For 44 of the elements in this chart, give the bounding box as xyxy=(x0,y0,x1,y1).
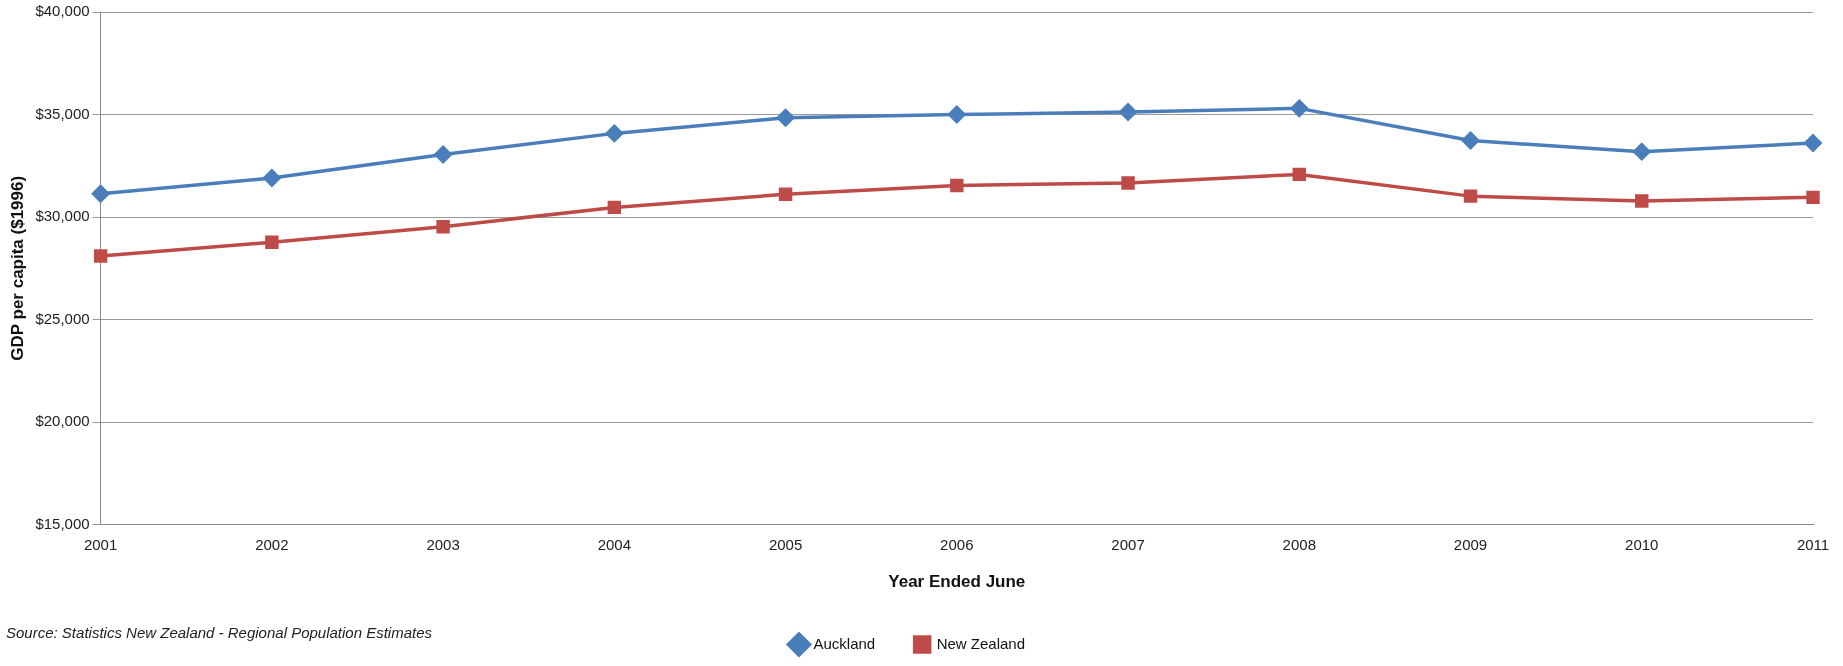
point xyxy=(948,105,966,124)
point xyxy=(950,178,964,193)
point xyxy=(1633,142,1651,161)
x-tick-label: 2001 xyxy=(83,535,118,553)
x-tick-label: 2008 xyxy=(1282,535,1316,553)
y-tick-label: $40,000 xyxy=(35,2,90,20)
legend-label: New Zealand xyxy=(936,634,1026,652)
point xyxy=(1804,134,1822,152)
point xyxy=(91,184,110,203)
x-tick-label: 2010 xyxy=(1625,535,1659,553)
point xyxy=(1463,189,1478,203)
x-tick-label: 2007 xyxy=(1111,535,1145,553)
point xyxy=(778,187,793,201)
point xyxy=(434,145,452,164)
source-note: Source: Statistics New Zealand - Regional Population Estimates xyxy=(6,624,434,641)
y-tick-label: $30,000 xyxy=(35,207,90,225)
point xyxy=(1461,131,1480,150)
y-tick-label: $35,000 xyxy=(35,104,90,122)
x-tick-label: 2006 xyxy=(940,535,974,553)
point xyxy=(263,169,281,187)
point xyxy=(1119,103,1137,121)
point xyxy=(1121,176,1135,190)
legend-label: Auckland xyxy=(813,634,876,652)
point xyxy=(1635,194,1649,208)
y-axis-title: GDP per capita ($1996) xyxy=(7,175,27,361)
point xyxy=(605,124,624,143)
point xyxy=(1292,167,1306,182)
y-tick-label: $20,000 xyxy=(35,412,90,430)
x-tick-label: 2004 xyxy=(597,535,632,553)
x-tick-label: 2002 xyxy=(255,535,289,553)
point xyxy=(265,235,279,249)
y-tick-label: $25,000 xyxy=(35,309,90,327)
point xyxy=(1290,99,1309,118)
point xyxy=(607,200,622,215)
point xyxy=(93,249,108,263)
point xyxy=(1806,190,1820,205)
x-tick-label: 2011 xyxy=(1796,535,1830,553)
x-tick-label: 2009 xyxy=(1453,535,1488,553)
point xyxy=(436,219,450,234)
x-tick-label: 2003 xyxy=(426,535,460,553)
point xyxy=(776,109,795,127)
x-axis-title: Year Ended June xyxy=(888,572,1026,592)
x-tick-label: 2005 xyxy=(768,535,803,553)
y-tick-label: $15,000 xyxy=(35,514,90,532)
